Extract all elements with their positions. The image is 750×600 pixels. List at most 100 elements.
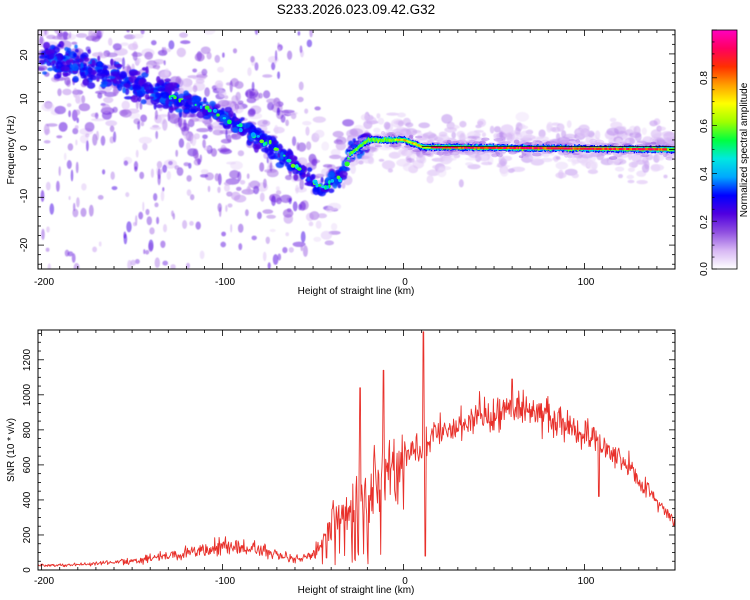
spectral-blob (349, 128, 364, 137)
spectral-core (663, 148, 666, 151)
spectral-blob (335, 141, 347, 151)
spectral-blob (147, 96, 154, 100)
spectral-blob (107, 75, 116, 80)
spectral-blob (110, 58, 114, 67)
colorbar-ticks (712, 29, 717, 270)
spectral-core (608, 147, 611, 150)
spectral-band (517, 147, 520, 151)
spectral-blob (112, 106, 118, 113)
spectral-core (537, 147, 540, 150)
spectral-blob (296, 96, 304, 103)
spectral-core (578, 147, 581, 150)
spectral-blob (457, 133, 467, 141)
spectral-blob (168, 40, 175, 50)
spectral-blob (341, 160, 346, 168)
spectral-core (394, 139, 397, 141)
spectral-blob (608, 158, 620, 166)
spectral-core (559, 147, 562, 150)
chart-title: S233.2026.023.09.42.G32 (277, 2, 435, 17)
spectral-blob (650, 129, 662, 139)
spectral-blob (418, 122, 431, 129)
spectral-blob (230, 191, 241, 201)
spectral-blob (183, 119, 187, 131)
spectral-core (623, 147, 625, 151)
spectral-core (636, 148, 639, 151)
spectral-blob (60, 65, 70, 72)
spectral-blob (444, 127, 457, 133)
spectral-blob (156, 216, 160, 225)
spectral-core (595, 147, 598, 150)
spectral-blob (135, 149, 139, 158)
spectral-core (403, 139, 405, 141)
spectral-core (400, 139, 403, 141)
spectral-blob (125, 192, 130, 198)
spectral-blob (62, 88, 72, 96)
spectral-core (579, 147, 582, 150)
spectral-blob (86, 82, 96, 89)
spectral-blob (144, 51, 153, 60)
spectral-blob (76, 197, 80, 208)
spectral-blob (48, 53, 55, 59)
spectral-blob (68, 110, 71, 118)
spectral-band (577, 148, 579, 152)
spectral-blob (132, 51, 138, 61)
spectral-peak (222, 117, 226, 120)
spectral-core (645, 148, 647, 151)
spectral-core (565, 147, 568, 150)
spectral-core (448, 146, 450, 149)
spectral-blob (223, 181, 232, 186)
spectral-blob (493, 133, 500, 139)
spectral-blob (63, 72, 71, 76)
spectral-blob (123, 83, 130, 88)
snr-ytick-label: 1000 (22, 383, 33, 406)
spectral-band (367, 137, 370, 141)
spectral-blob (56, 53, 63, 62)
spectral-blob (236, 186, 242, 191)
spectral-blob (518, 155, 524, 159)
spectral-blob (258, 92, 263, 99)
spectral-core (471, 146, 473, 149)
spectral-blob (178, 116, 182, 128)
spectral-blob (609, 156, 618, 160)
spectral-blob (302, 245, 308, 257)
spectral-core (630, 148, 633, 151)
spectral-core (643, 148, 646, 151)
spectral-blob (178, 138, 185, 148)
spectral-blob (167, 111, 170, 122)
spectral-core (617, 147, 620, 151)
spectral-blob (571, 156, 577, 166)
spectral-blob (385, 133, 393, 136)
spectral-blob (312, 187, 321, 196)
spectral-blob (137, 57, 142, 64)
spectral-blob (204, 145, 212, 151)
spectral-band (354, 148, 357, 151)
spectral-core (440, 146, 443, 149)
spectral-blob (145, 250, 150, 255)
spectral-core (451, 146, 453, 149)
spectral-blob (94, 112, 99, 119)
spectral-blob (566, 120, 572, 128)
colorbar: 0.0 0.2 0.4 0.6 0.8 Normalized spectral … (699, 29, 750, 276)
spectral-blob (381, 160, 396, 170)
spectral-core (652, 148, 654, 151)
spectral-core (482, 146, 485, 149)
spectral-blob (186, 142, 191, 151)
spectral-blob (53, 68, 63, 73)
spectral-band (641, 145, 643, 151)
spectral-band (388, 139, 390, 142)
spectral-blob (110, 171, 115, 180)
spectral-blob (481, 161, 493, 166)
spec-ytick-label: 10 (19, 93, 30, 105)
spectral-blob (45, 247, 50, 252)
spectral-blob (76, 93, 82, 103)
spectral-blob (242, 122, 251, 129)
spectral-band (369, 138, 372, 141)
spectral-blob (275, 190, 282, 195)
spectral-core (442, 146, 445, 149)
spectral-blob (156, 161, 163, 169)
spectral-blob (493, 126, 501, 133)
spectral-blob (57, 88, 62, 97)
spectral-blob (202, 139, 206, 149)
snr-panel: -200 -100 0 100 0 200 400 600 800 1000 1… (6, 329, 676, 596)
spectral-blob (154, 109, 158, 120)
